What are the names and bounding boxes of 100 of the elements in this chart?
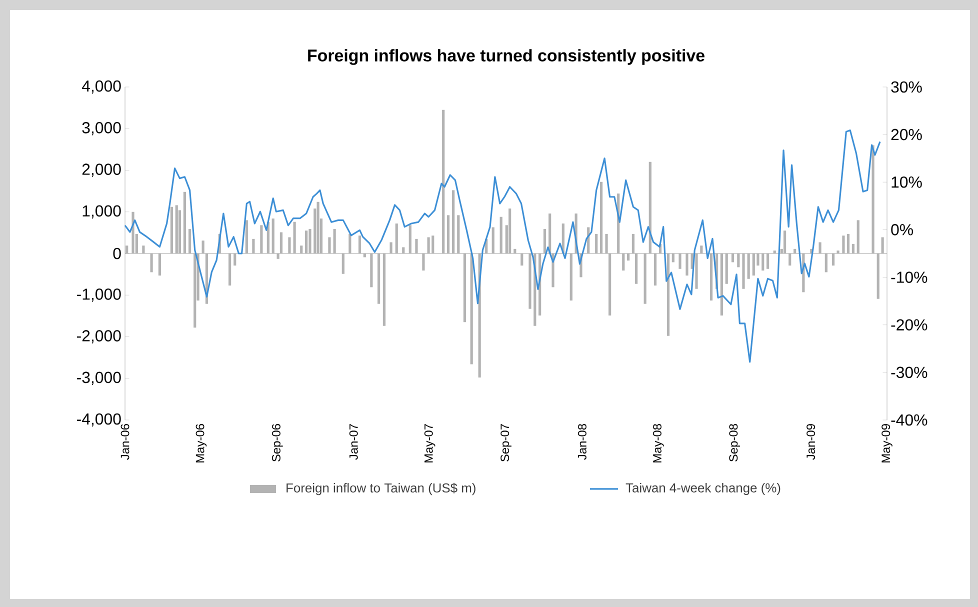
bar [686, 253, 688, 276]
bar [276, 253, 280, 259]
y2-tick-label: 30% [891, 81, 922, 93]
bar [342, 253, 344, 274]
bar [700, 246, 703, 254]
bar [333, 228, 336, 254]
bar [570, 253, 572, 301]
bar [654, 253, 657, 286]
bar [452, 190, 455, 254]
y2-tick-label: 20% [891, 128, 922, 140]
y2-tick-label: -30% [891, 366, 928, 378]
bar [710, 253, 713, 301]
y-tick-label: -2,000 [76, 330, 121, 344]
bar [427, 237, 430, 254]
x-tick-label: Sep-06 [272, 424, 283, 462]
bar [846, 234, 850, 254]
y-tick-label: 4,000 [82, 80, 121, 94]
y2-tick-label: -40% [891, 414, 928, 426]
bar [605, 234, 608, 254]
bar [856, 220, 860, 254]
y-tick-label: -4,000 [76, 413, 121, 427]
bar [328, 237, 331, 254]
bar [600, 182, 603, 254]
bar [644, 253, 646, 304]
bar [648, 162, 652, 254]
bar [415, 238, 418, 254]
chart-title: Foreign inflows have turned consistently positive [308, 49, 704, 65]
bar [280, 232, 283, 254]
bar [288, 237, 291, 254]
bar [463, 253, 466, 322]
bar [731, 253, 734, 262]
bar [395, 224, 398, 254]
x-tick-label: Sep-07 [500, 424, 512, 462]
bar [595, 234, 598, 254]
bar [520, 253, 524, 266]
bar [457, 215, 460, 254]
line-series [124, 129, 881, 363]
bar [382, 253, 386, 326]
bar [824, 253, 828, 272]
bar [194, 253, 196, 328]
bar [316, 202, 320, 254]
bar [422, 253, 425, 271]
bar [390, 242, 392, 254]
bar [363, 253, 366, 258]
bar [818, 242, 822, 254]
x-tick-label: Jan-08 [578, 424, 586, 460]
bar [876, 253, 880, 299]
y-tick-label: -3,000 [76, 372, 121, 385]
bar [627, 253, 630, 261]
x-tick-label: Sep-08 [729, 424, 740, 462]
bar [725, 253, 728, 284]
bar [543, 228, 546, 254]
bar [528, 253, 532, 309]
y-tick-label: 3,000 [82, 122, 121, 136]
bar [446, 215, 450, 254]
bar [142, 246, 145, 254]
bar [832, 253, 835, 266]
x-tick-label: Jan-09 [806, 424, 816, 460]
y-tick-label: -1,000 [76, 288, 121, 302]
bar [737, 253, 740, 268]
bar [881, 237, 884, 254]
y2-tick-label: -10% [891, 272, 928, 283]
bar [170, 206, 174, 254]
y-tick-label: 0 [113, 248, 121, 260]
bar [175, 205, 178, 254]
bar [852, 244, 855, 254]
bar [300, 246, 303, 254]
x-tick-label: May-07 [424, 424, 436, 462]
bar [150, 253, 153, 272]
bar [348, 234, 352, 254]
y-tick-label: 2,000 [82, 164, 121, 177]
bar [202, 240, 204, 254]
bar [370, 253, 373, 288]
bar [245, 220, 248, 254]
bar [158, 253, 162, 276]
bar [783, 230, 786, 254]
bar [666, 253, 670, 336]
x-tick-label: May-08 [653, 424, 664, 462]
bar [293, 222, 296, 254]
bar [442, 110, 445, 254]
bar [304, 230, 308, 254]
bar [228, 253, 232, 286]
y2-tick-label: -20% [891, 319, 928, 330]
x-tick-label: May-09 [882, 424, 892, 462]
bar [377, 253, 380, 304]
bar [260, 225, 263, 254]
bar [742, 253, 745, 289]
bar [470, 253, 473, 364]
bar [788, 253, 792, 266]
bar [508, 208, 512, 254]
bar [720, 253, 724, 316]
bar [358, 236, 362, 254]
y-tick-label: 1,000 [82, 205, 121, 218]
bar [766, 253, 770, 269]
x-tick-label: Jan-07 [349, 424, 358, 460]
y2-tick-label: 0% [891, 224, 914, 236]
x-tick-label: May-06 [196, 424, 207, 462]
bar [272, 218, 274, 254]
bar [252, 238, 255, 254]
bar [695, 253, 698, 289]
